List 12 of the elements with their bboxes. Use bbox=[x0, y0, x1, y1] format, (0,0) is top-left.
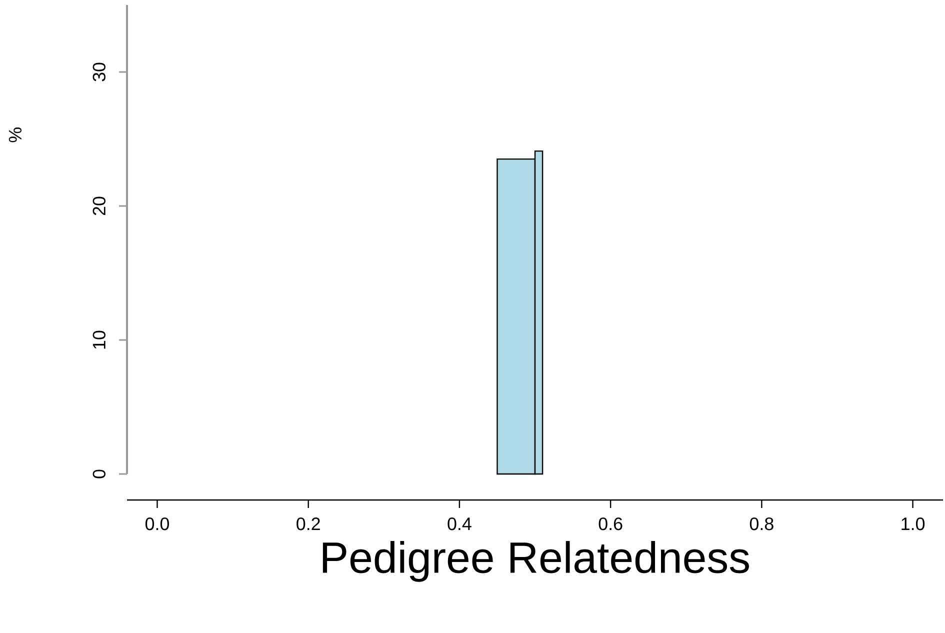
x-tick-label: 1.0 bbox=[902, 517, 925, 530]
x-axis-title: Pedigree Relatedness bbox=[322, 541, 749, 582]
y-tick-label: 0 bbox=[92, 470, 106, 478]
x-tick-label: 0.6 bbox=[598, 517, 622, 530]
y-tick-label: 30 bbox=[92, 62, 106, 82]
y-tick-label: 20 bbox=[92, 196, 106, 216]
x-tick-label: 0.2 bbox=[296, 517, 320, 530]
y-tick-label: 10 bbox=[92, 330, 106, 349]
y-axis-title: % bbox=[8, 128, 22, 142]
x-tick-label: 0.0 bbox=[145, 517, 170, 530]
x-tick-label: 0.4 bbox=[448, 517, 472, 530]
x-tick-label: 0.8 bbox=[750, 517, 774, 530]
